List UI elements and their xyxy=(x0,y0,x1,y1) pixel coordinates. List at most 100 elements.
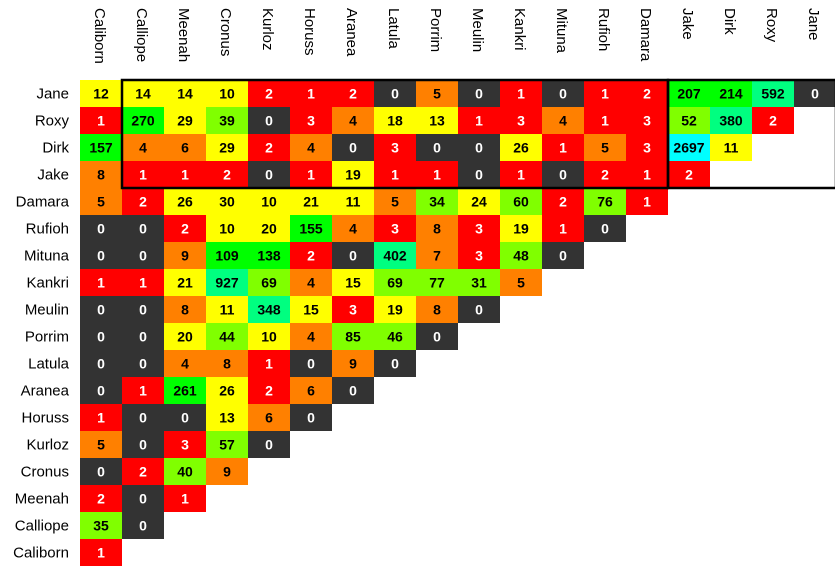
heatmap-cell xyxy=(248,134,290,161)
heatmap-cell xyxy=(332,242,374,269)
cell-rufioh-kurloz: 20 xyxy=(248,215,290,242)
column-label-horuss: Horuss xyxy=(301,8,318,56)
cell-roxy-caliborn: 1 xyxy=(80,107,122,134)
cell-value: 1 xyxy=(307,86,315,102)
row-label-mituna: Mituna xyxy=(24,248,70,265)
heatmap-cell xyxy=(710,80,752,107)
heatmap-cell xyxy=(248,296,290,323)
cell-value: 3 xyxy=(349,302,357,318)
heatmap-cell xyxy=(80,269,122,296)
cell-meulin-caliborn: 0 xyxy=(80,296,122,323)
heatmap-cell xyxy=(584,134,626,161)
heatmap-cell xyxy=(626,188,668,215)
cell-horuss-horuss: 0 xyxy=(290,404,332,431)
cell-dirk-porrim: 0 xyxy=(416,134,458,161)
cell-value: 1 xyxy=(181,491,189,507)
heatmap-cell xyxy=(122,80,164,107)
cell-damara-latula: 5 xyxy=(374,188,416,215)
cell-value: 2 xyxy=(139,194,147,210)
cell-jake-kankri: 1 xyxy=(500,161,542,188)
cell-value: 0 xyxy=(475,302,483,318)
cell-roxy-kankri: 3 xyxy=(500,107,542,134)
heatmap-cell xyxy=(164,323,206,350)
heatmap-cell xyxy=(290,269,332,296)
cell-value: 0 xyxy=(349,383,357,399)
cell-porrim-latula: 46 xyxy=(374,323,416,350)
cell-damara-kurloz: 10 xyxy=(248,188,290,215)
row-label-kankri: Kankri xyxy=(26,275,69,292)
cell-value: 0 xyxy=(559,167,567,183)
cell-dirk-horuss: 4 xyxy=(290,134,332,161)
cell-kankri-aranea: 15 xyxy=(332,269,374,296)
cell-value: 34 xyxy=(429,194,445,210)
heatmap-cell xyxy=(332,80,374,107)
cell-meulin-kurloz: 348 xyxy=(248,296,290,323)
cell-aranea-calliope: 1 xyxy=(122,377,164,404)
cell-kurloz-calliope: 0 xyxy=(122,431,164,458)
cell-value: 2 xyxy=(181,221,189,237)
cell-kankri-porrim: 77 xyxy=(416,269,458,296)
cell-kurloz-kurloz: 0 xyxy=(248,431,290,458)
cell-jake-rufioh: 2 xyxy=(584,161,626,188)
cell-value: 2 xyxy=(349,86,357,102)
cell-value: 2 xyxy=(265,383,273,399)
cell-aranea-meenah: 261 xyxy=(164,377,206,404)
cell-damara-cronus: 30 xyxy=(206,188,248,215)
cell-jake-calliope: 1 xyxy=(122,161,164,188)
cell-roxy-kurloz: 0 xyxy=(248,107,290,134)
heatmap-cell xyxy=(206,323,248,350)
cell-porrim-porrim: 0 xyxy=(416,323,458,350)
heatmap-cell xyxy=(290,296,332,323)
cell-value: 1 xyxy=(97,275,105,291)
cell-value: 1 xyxy=(139,167,147,183)
heatmap-cell xyxy=(290,188,332,215)
cell-aranea-cronus: 26 xyxy=(206,377,248,404)
cell-value: 3 xyxy=(475,221,483,237)
heatmap-cell xyxy=(542,242,584,269)
heatmap-cell xyxy=(164,377,206,404)
block-outline-2 xyxy=(666,78,835,190)
heatmap-cell xyxy=(248,431,290,458)
cell-horuss-cronus: 13 xyxy=(206,404,248,431)
cell-value: 44 xyxy=(219,329,235,345)
block-outlines xyxy=(120,78,835,190)
cell-value: 9 xyxy=(349,356,357,372)
cell-value: 19 xyxy=(387,302,403,318)
row-label-roxy: Roxy xyxy=(35,113,70,130)
heatmap-cell xyxy=(164,134,206,161)
row-label-calliope: Calliope xyxy=(15,518,69,535)
cell-value: 10 xyxy=(261,329,277,345)
heatmap-cell xyxy=(332,215,374,242)
heatmap-cell xyxy=(500,161,542,188)
cell-jake-horuss: 1 xyxy=(290,161,332,188)
cell-value: 3 xyxy=(475,248,483,264)
cell-jane-horuss: 1 xyxy=(290,80,332,107)
cell-horuss-kurloz: 6 xyxy=(248,404,290,431)
cell-dirk-damara: 3 xyxy=(626,134,668,161)
cell-value: 0 xyxy=(265,437,273,453)
row-label-meulin: Meulin xyxy=(25,302,69,319)
heatmap-cell xyxy=(542,188,584,215)
cell-value: 20 xyxy=(261,221,277,237)
heatmap-cell xyxy=(668,80,710,107)
cell-value: 8 xyxy=(433,221,441,237)
cell-mituna-caliborn: 0 xyxy=(80,242,122,269)
cell-roxy-latula: 18 xyxy=(374,107,416,134)
cell-rufioh-calliope: 0 xyxy=(122,215,164,242)
cell-kankri-kankri: 5 xyxy=(500,269,542,296)
cell-value: 48 xyxy=(513,248,529,264)
cell-value: 14 xyxy=(177,86,193,102)
cell-value: 2 xyxy=(559,194,567,210)
cell-value: 7 xyxy=(433,248,441,264)
column-label-latula: Latula xyxy=(385,8,402,50)
heatmap-cell xyxy=(122,404,164,431)
heatmap-cell xyxy=(122,512,164,539)
heatmap-cell xyxy=(164,215,206,242)
heatmap-cell xyxy=(80,80,122,107)
cell-value: 207 xyxy=(677,86,701,102)
heatmap-cell xyxy=(416,134,458,161)
heatmap-cell xyxy=(206,431,248,458)
cell-porrim-aranea: 85 xyxy=(332,323,374,350)
cell-roxy-meenah: 29 xyxy=(164,107,206,134)
